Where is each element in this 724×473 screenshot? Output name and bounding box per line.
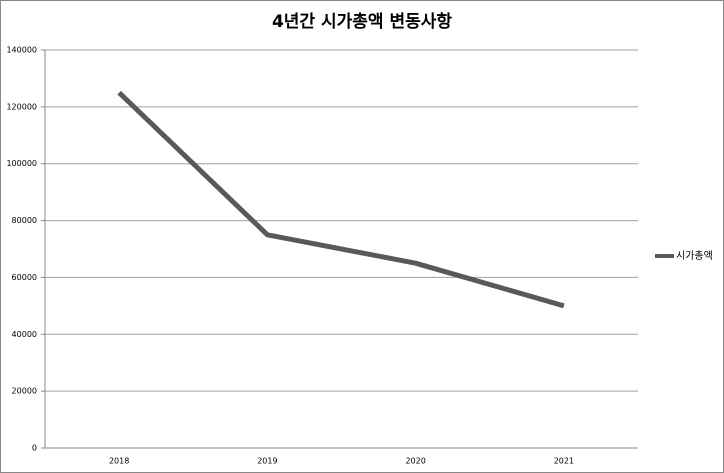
chart-title: 4년간 시가총액 변동사항: [272, 11, 452, 32]
y-tick-label: 20000: [12, 387, 37, 396]
y-tick-label: 100000: [6, 159, 37, 168]
y-tick-label: 60000: [12, 273, 37, 282]
y-tick-label: 140000: [6, 46, 37, 55]
y-tick-label: 0: [32, 444, 37, 453]
x-tick-label: 2021: [554, 457, 574, 466]
x-tick-label: 2018: [109, 457, 129, 466]
x-tick-label: 2020: [405, 457, 425, 466]
legend-label: 시가총액: [676, 250, 713, 262]
y-tick-label: 40000: [12, 330, 37, 339]
x-tick-label: 2019: [257, 457, 277, 466]
y-tick-label: 80000: [12, 216, 37, 225]
y-tick-label: 120000: [6, 102, 37, 111]
data-line: [117, 90, 565, 309]
